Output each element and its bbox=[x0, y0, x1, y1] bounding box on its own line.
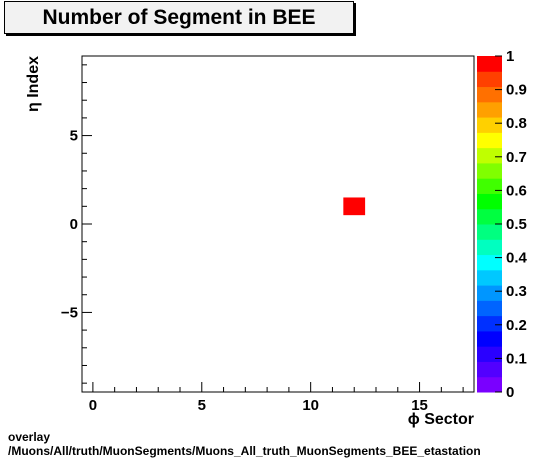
footer-path-label: /Muons/All/truth/MuonSegments/Muons_All_… bbox=[8, 444, 481, 458]
colorbar-tick-label: 0.5 bbox=[506, 216, 527, 233]
colorbar-segment bbox=[477, 330, 502, 347]
colorbar-tick-label: 1 bbox=[506, 48, 514, 65]
colorbar-tick-label: 0 bbox=[506, 384, 514, 401]
x-tick-label: 15 bbox=[411, 397, 428, 414]
colorbar-segment bbox=[477, 346, 502, 362]
colorbar-segment bbox=[477, 178, 502, 194]
colorbar-segment bbox=[477, 254, 502, 271]
x-tick-label: 0 bbox=[89, 397, 97, 414]
colorbar-segment bbox=[477, 361, 502, 378]
colorbar-segment bbox=[477, 132, 502, 149]
colorbar-tick-label: 0.3 bbox=[506, 283, 527, 300]
y-axis-label: η Index bbox=[25, 56, 42, 112]
x-tick-label: 5 bbox=[198, 397, 206, 414]
colorbar-tick-label: 0.8 bbox=[506, 115, 527, 132]
colorbar-segment bbox=[477, 315, 502, 332]
colorbar-segment bbox=[477, 86, 502, 103]
y-tick-label: −5 bbox=[61, 304, 78, 321]
x-axis-label: ϕ Sector bbox=[408, 411, 474, 428]
colorbar-segment bbox=[477, 376, 502, 393]
colorbar-tick-label: 0.6 bbox=[506, 182, 527, 199]
colorbar-segment bbox=[477, 162, 502, 179]
footer-overlay-label: overlay bbox=[8, 430, 51, 444]
colorbar-tick-label: 0.4 bbox=[506, 250, 528, 267]
colorbar-tick-label: 0.1 bbox=[506, 350, 527, 367]
colorbar-segment bbox=[477, 208, 502, 225]
y-tick-label: 5 bbox=[70, 128, 78, 145]
heatmap-bin bbox=[343, 197, 366, 216]
colorbar-segment bbox=[477, 117, 502, 133]
colorbar-segment bbox=[477, 71, 502, 88]
colorbar-segment bbox=[477, 285, 502, 301]
colorbar-segment bbox=[477, 56, 502, 72]
plot-frame bbox=[81, 55, 475, 393]
x-tick-label: 10 bbox=[302, 397, 319, 414]
colorbar-segment bbox=[477, 147, 502, 164]
colorbar-tick-label: 0.9 bbox=[506, 82, 527, 99]
chart-title: Number of Segment in BEE bbox=[4, 1, 354, 34]
y-tick-label: 0 bbox=[70, 216, 78, 233]
colorbar-segment bbox=[477, 193, 502, 210]
colorbar-segment bbox=[477, 239, 502, 256]
colorbar-segment bbox=[477, 224, 502, 240]
colorbar-segment bbox=[477, 101, 502, 118]
colorbar-segment bbox=[477, 300, 502, 317]
colorbar-tick-label: 0.2 bbox=[506, 317, 527, 334]
colorbar-tick-label: 0.7 bbox=[506, 149, 527, 166]
colorbar-segment bbox=[477, 269, 502, 286]
